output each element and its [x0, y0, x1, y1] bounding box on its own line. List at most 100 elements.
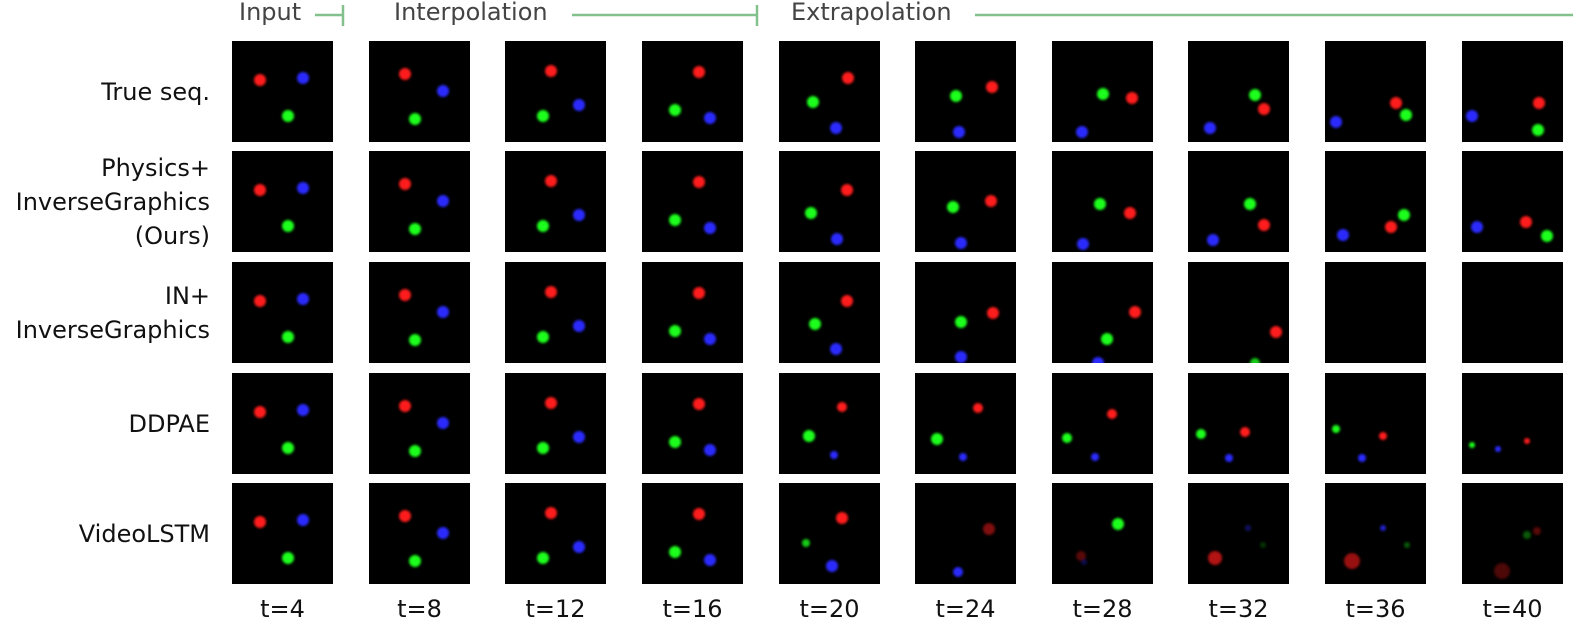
dot — [809, 318, 821, 330]
dot — [1076, 126, 1088, 138]
frame — [1462, 262, 1563, 363]
dot — [1390, 97, 1402, 109]
row-label: InverseGraphics — [16, 316, 210, 344]
dot — [987, 307, 999, 319]
dot — [973, 403, 983, 413]
dot — [1107, 409, 1117, 419]
frame — [915, 151, 1016, 252]
dot — [1495, 446, 1501, 452]
frame — [779, 373, 880, 474]
frame — [232, 41, 333, 142]
dot — [1097, 88, 1109, 100]
dot — [537, 331, 549, 343]
dot — [545, 65, 557, 77]
dot — [399, 68, 411, 80]
dot — [1126, 92, 1138, 104]
dot — [399, 510, 411, 522]
dot — [282, 552, 294, 564]
dot — [1091, 453, 1099, 461]
dot — [1129, 306, 1141, 318]
frame — [232, 262, 333, 363]
frame — [1325, 262, 1426, 363]
dot — [1524, 438, 1530, 444]
dot — [704, 112, 716, 124]
dot — [1270, 326, 1282, 338]
dot — [1245, 525, 1251, 531]
dot — [947, 201, 959, 213]
dot — [955, 351, 967, 363]
dot — [985, 195, 997, 207]
dot — [955, 237, 967, 249]
frame — [232, 151, 333, 252]
dot — [1207, 234, 1219, 246]
dot — [1344, 553, 1360, 569]
dot — [1092, 357, 1104, 363]
frame — [369, 151, 470, 252]
row-label: VideoLSTM — [79, 520, 210, 548]
column-label: t=20 — [799, 595, 859, 623]
row-label: InverseGraphics — [16, 188, 210, 216]
dot — [1520, 216, 1532, 228]
dot — [983, 523, 995, 535]
dot — [254, 184, 266, 196]
dot — [704, 444, 716, 456]
dot — [830, 122, 842, 134]
frame — [915, 262, 1016, 363]
column-label: t=8 — [397, 595, 442, 623]
dot — [1225, 454, 1233, 462]
dot — [1094, 198, 1106, 210]
dot — [669, 546, 681, 558]
dot — [704, 333, 716, 345]
dot — [437, 417, 449, 429]
dot — [1532, 124, 1544, 136]
dot — [537, 552, 549, 564]
frame — [779, 151, 880, 252]
dot — [1249, 89, 1261, 101]
dot — [1541, 230, 1553, 242]
dot — [669, 104, 681, 116]
dot — [1494, 563, 1510, 579]
dot — [409, 113, 421, 125]
dot — [693, 508, 705, 520]
dot — [1250, 358, 1260, 363]
frame — [1325, 41, 1426, 142]
dot — [802, 539, 810, 547]
dot — [693, 398, 705, 410]
dot — [254, 74, 266, 86]
dot — [831, 233, 843, 245]
frame — [232, 483, 333, 584]
dot — [437, 527, 449, 539]
row-label: DDPAE — [129, 410, 210, 438]
dot — [254, 406, 266, 418]
dot — [1523, 531, 1531, 539]
dot — [545, 397, 557, 409]
dot — [1330, 116, 1342, 128]
dot — [537, 442, 549, 454]
dot — [1404, 542, 1410, 548]
dot — [1112, 518, 1124, 530]
frame — [1188, 151, 1289, 252]
dot — [254, 516, 266, 528]
dot — [1400, 109, 1412, 121]
dot — [437, 85, 449, 97]
dot — [830, 451, 838, 459]
dot — [1471, 221, 1483, 233]
dot — [1258, 219, 1270, 231]
dot — [1204, 122, 1216, 134]
dot — [399, 178, 411, 190]
dot — [399, 289, 411, 301]
dot — [573, 431, 585, 443]
dot — [931, 433, 943, 445]
dot — [803, 430, 815, 442]
dot — [1469, 442, 1475, 448]
frame — [642, 262, 743, 363]
dot — [669, 214, 681, 226]
dot — [807, 96, 819, 108]
dot — [437, 306, 449, 318]
dot — [1379, 432, 1387, 440]
dot — [704, 554, 716, 566]
dot — [1244, 198, 1256, 210]
frame — [369, 41, 470, 142]
row-label: True seq. — [100, 78, 210, 106]
frame — [779, 262, 880, 363]
